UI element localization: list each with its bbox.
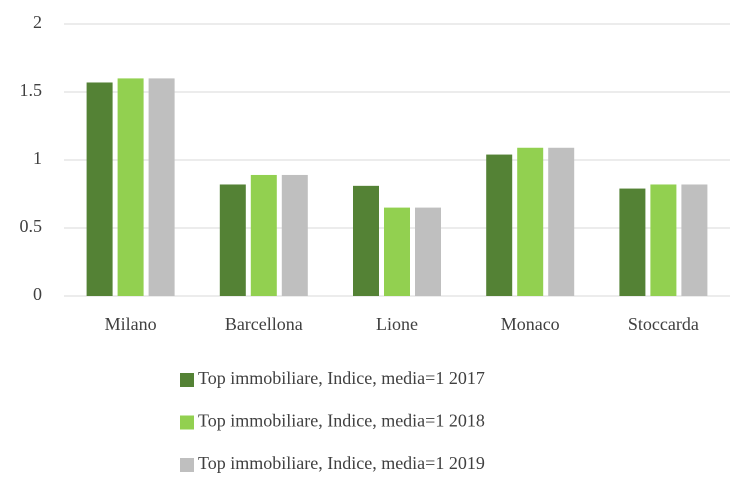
- bar: [86, 82, 113, 296]
- bar: [353, 185, 379, 296]
- bar: [486, 154, 513, 296]
- x-tick-label: Milano: [105, 314, 157, 334]
- legend-swatch: [180, 373, 194, 387]
- bar: [548, 147, 575, 296]
- bar: [517, 147, 544, 296]
- legend-label: Top immobiliare, Indice, media=1 2019: [198, 453, 485, 473]
- bar: [281, 174, 308, 296]
- x-tick-label: Stoccarda: [628, 314, 699, 334]
- bar: [117, 78, 144, 297]
- y-tick-label: 0: [33, 284, 42, 304]
- bar: [384, 207, 410, 296]
- bar: [250, 174, 277, 296]
- legend-label: Top immobiliare, Indice, media=1 2017: [198, 368, 485, 388]
- bar: [148, 78, 175, 297]
- bar: [415, 207, 441, 296]
- legend-swatch: [180, 458, 194, 472]
- y-tick-label: 1: [33, 148, 42, 168]
- bar: [650, 184, 677, 296]
- x-tick-label: Lione: [376, 314, 418, 334]
- bar: [219, 184, 246, 296]
- legend-swatch: [180, 415, 194, 430]
- bar: [681, 184, 708, 296]
- x-tick-label: Barcellona: [225, 314, 303, 334]
- y-tick-label: 0.5: [20, 216, 43, 236]
- legend-label: Top immobiliare, Indice, media=1 2018: [198, 411, 485, 431]
- x-tick-label: Monaco: [501, 314, 560, 334]
- y-tick-label: 1.5: [20, 80, 43, 100]
- y-tick-label: 2: [33, 12, 42, 32]
- bar: [619, 188, 646, 296]
